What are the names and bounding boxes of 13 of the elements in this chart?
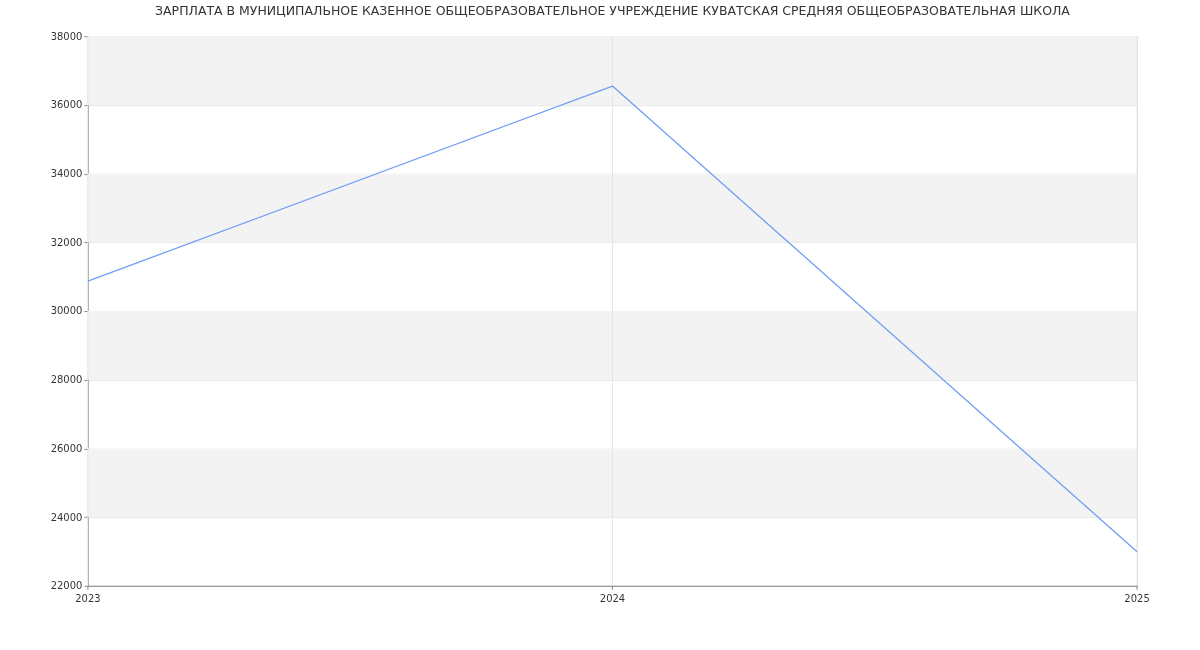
y-tick-label: 36000 <box>50 99 83 111</box>
chart-title: ЗАРПЛАТА В МУНИЦИПАЛЬНОЕ КАЗЕННОЕ ОБЩЕОБРАЗОВАТЕЛЬНОЕ УЧРЕЖДЕНИЕ КУВАТСКАЯ СРЕДНЯЯ ОБЩЕОБРАЗОВАТЕЛЬНАЯ ШКОЛА <box>155 2 1071 18</box>
y-tick-label: 22000 <box>50 580 83 592</box>
y-tick-label: 26000 <box>50 442 83 454</box>
y-tick-label: 24000 <box>50 511 83 523</box>
y-tick-label: 32000 <box>50 236 83 248</box>
y-tick-label: 34000 <box>50 168 83 180</box>
x-tick-label: 2024 <box>599 592 626 604</box>
x-tick-label: 2025 <box>1124 592 1150 604</box>
y-tick-label: 38000 <box>50 30 83 42</box>
x-tick-label: 2023 <box>75 592 101 604</box>
y-tick-label: 28000 <box>50 374 83 386</box>
y-tick-label: 30000 <box>50 305 83 317</box>
